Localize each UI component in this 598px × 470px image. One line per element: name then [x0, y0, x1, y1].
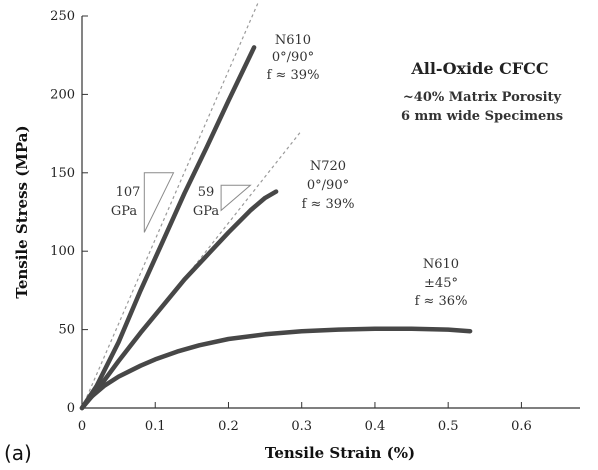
modulus-triangle-1 — [220, 184, 252, 212]
subtitle-line-2: 6 mm wide Specimens — [401, 109, 563, 124]
y-tick-label: 200 — [50, 87, 75, 102]
series-2-label-line-3: f ≈ 36% — [415, 294, 468, 309]
modulus-0-unit: GPa — [111, 204, 138, 219]
x-tick-label: 0.2 — [218, 419, 239, 434]
x-tick-label: 0.1 — [145, 419, 166, 434]
modulus-1-value: 59 — [198, 185, 215, 200]
x-tick-label: 0.5 — [438, 419, 459, 434]
x-tick-label: 0 — [78, 419, 86, 434]
y-tick-label: 150 — [50, 166, 75, 181]
modulus-triangle-0 — [143, 172, 175, 233]
modulus-annotations — [143, 172, 252, 233]
series-line-1 — [79, 189, 279, 411]
series-1-label-line-2: 0°/90° — [307, 178, 349, 193]
plot-frame — [81, 16, 580, 409]
x-tick-label: 0.6 — [511, 419, 532, 434]
y-tick-label: 0 — [67, 401, 75, 416]
series-0-label-line-1: N610 — [275, 33, 311, 48]
series-0-label-line-3: f ≈ 39% — [267, 68, 320, 83]
y-tick-label: 100 — [50, 244, 75, 259]
x-tick-label: 0.3 — [291, 419, 312, 434]
y-axis-title: Tensile Stress (MPa) — [13, 125, 31, 298]
modulus-1-unit: GPa — [193, 204, 220, 219]
x-axis-title: Tensile Strain (%) — [265, 444, 415, 462]
series-1-label-line-1: N720 — [310, 159, 346, 174]
axis-ticks: 0 0.1 0.2 0.3 0.4 0.5 0.6 0 50 100 150 200 250 — [50, 9, 532, 434]
modulus-reference-line-0 — [81, 3, 259, 409]
y-tick-label: 50 — [58, 323, 75, 338]
series-0-label-line-2: 0°/90° — [272, 50, 314, 65]
chart-title: All-Oxide CFCC — [410, 59, 548, 78]
stress-strain-curves — [79, 45, 473, 411]
series-2-label-line-1: N610 — [423, 257, 459, 272]
series-line-0 — [79, 45, 257, 411]
series-line-2 — [79, 326, 473, 411]
series-1-label-line-3: f ≈ 39% — [302, 197, 355, 212]
y-tick-label: 250 — [50, 9, 75, 24]
series-2-label-line-2: ±45° — [424, 276, 458, 291]
subtitle-line-1: ~40% Matrix Porosity — [403, 90, 562, 105]
modulus-0-value: 107 — [116, 185, 141, 200]
x-tick-label: 0.4 — [365, 419, 386, 434]
panel-label: (a) — [4, 441, 32, 465]
